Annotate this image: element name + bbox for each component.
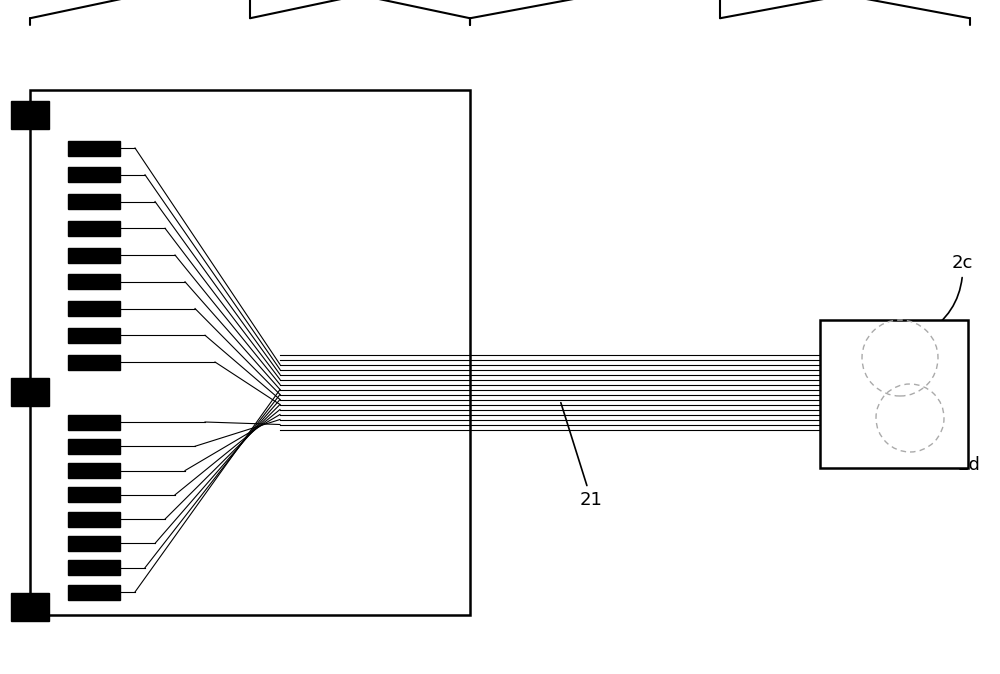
Bar [68, 167, 120, 182]
Bar [68, 247, 120, 262]
Bar [68, 301, 120, 316]
Bar [68, 487, 120, 502]
Bar [68, 536, 120, 551]
Bar [11, 378, 49, 406]
Bar [68, 274, 120, 289]
Bar [68, 355, 120, 369]
Bar [30, 90, 470, 615]
Bar [68, 463, 120, 478]
Text: 21: 21 [561, 402, 603, 509]
Bar [68, 439, 120, 454]
Bar [68, 560, 120, 575]
Text: 2d: 2d [933, 435, 981, 474]
Bar [68, 221, 120, 236]
Bar [11, 101, 49, 129]
Text: 2c: 2c [925, 254, 973, 334]
Bar [68, 584, 120, 599]
Bar [11, 593, 49, 621]
Bar [68, 415, 120, 429]
Bar [820, 320, 968, 468]
Bar [68, 328, 120, 343]
Bar [68, 140, 120, 156]
Bar [68, 194, 120, 209]
Bar [68, 512, 120, 526]
